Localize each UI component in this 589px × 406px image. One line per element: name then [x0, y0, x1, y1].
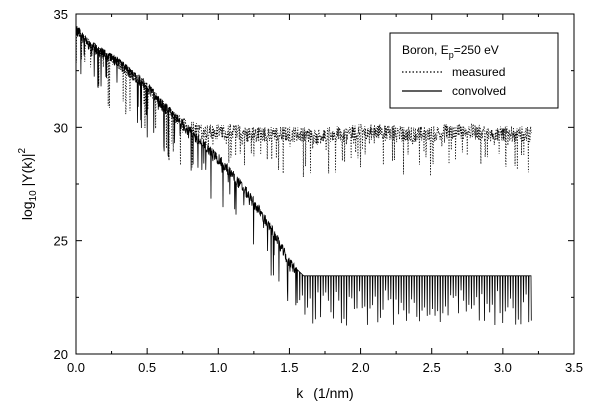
legend-label-measured: measured [452, 65, 505, 79]
legend-title-rest: =250 eV [454, 43, 499, 57]
plot-series [75, 26, 532, 326]
x-tick-label: 2.5 [423, 360, 441, 375]
y-tick-label: 20 [54, 347, 68, 362]
x-tick-label: 1.5 [280, 360, 298, 375]
x-tick-label: 3.5 [565, 360, 583, 375]
legend-box [389, 32, 559, 109]
y-axis-label: log10 |Y(k)|2 [17, 147, 39, 220]
x-tick-label: 2.0 [352, 360, 370, 375]
y-tick-label: 35 [54, 7, 68, 22]
x-axis-label-unit: (1/nm) [313, 385, 353, 401]
y-axis-label-sup: 2 [17, 147, 28, 153]
y-tick-label: 30 [54, 120, 68, 135]
y-axis-label-middle: |Y(k)| [19, 153, 35, 190]
x-axis-label-main: k [296, 385, 304, 401]
legend-title-sub: p [449, 50, 454, 60]
legend-title-main: Boron, E [402, 43, 449, 57]
y-axis-label-sub: 10 [28, 190, 39, 202]
series-line-convolved [75, 26, 532, 326]
x-tick-label: 0.0 [67, 360, 85, 375]
series-line-measured [75, 26, 532, 178]
x-axis: 0.0 0.5 1.0 1.5 2.0 2.5 3.0 3.5 [67, 14, 583, 375]
x-tick-label: 0.5 [138, 360, 156, 375]
y-axis: 20 25 30 35 [54, 7, 574, 362]
x-axis-label: k (1/nm) [296, 385, 353, 401]
legend-title: Boron, Ep=250 eV [402, 43, 499, 60]
legend: Boron, Ep=250 eV measured convolved [389, 32, 559, 109]
x-tick-label: 3.0 [494, 360, 512, 375]
y-tick-label: 25 [54, 234, 68, 249]
x-tick-label: 1.0 [209, 360, 227, 375]
legend-label-convolved: convolved [452, 84, 506, 98]
y-axis-label-prefix: log [19, 201, 35, 220]
